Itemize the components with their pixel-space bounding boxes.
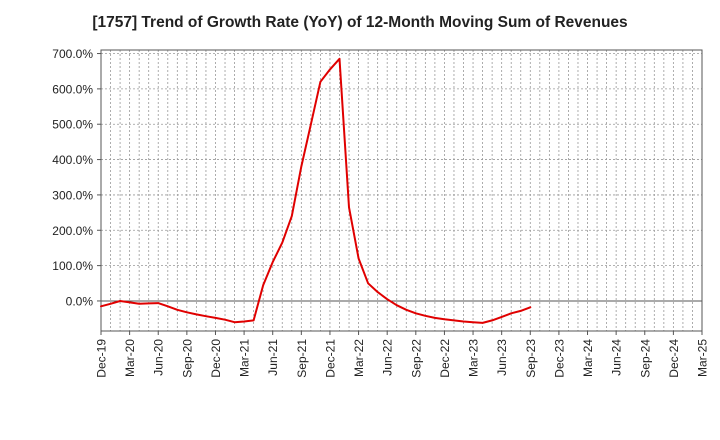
axes: 0.0% 100.0% 200.0% 300.0% 400.0% 500.0% 600.0%… bbox=[52, 47, 709, 378]
x-tick-label: Dec-21 bbox=[323, 339, 337, 378]
x-tick-label: Jun-20 bbox=[152, 339, 166, 376]
x-tick-label: Sep-22 bbox=[409, 339, 423, 378]
y-tick-label: 500.0% bbox=[52, 118, 93, 132]
x-tick-label: Sep-21 bbox=[295, 339, 309, 378]
x-tick-label: Jun-22 bbox=[381, 339, 395, 376]
y-tick-label: 600.0% bbox=[52, 82, 93, 96]
x-tick-label: Mar-20 bbox=[123, 339, 137, 377]
y-tick-label: 400.0% bbox=[52, 153, 93, 167]
x-tick-label: Dec-23 bbox=[552, 339, 566, 378]
x-tick-label: Mar-23 bbox=[467, 339, 481, 377]
x-tick-label: Sep-24 bbox=[638, 339, 652, 378]
x-tick-label: Jun-23 bbox=[495, 339, 509, 376]
x-tick-label: Mar-24 bbox=[581, 339, 595, 377]
y-tick-label: 0.0% bbox=[66, 294, 94, 308]
y-tick-label: 700.0% bbox=[52, 47, 93, 61]
chart-title: [1757] Trend of Growth Rate (YoY) of 12-… bbox=[92, 14, 628, 31]
x-tick-label: Dec-20 bbox=[209, 339, 223, 378]
y-tick-label: 200.0% bbox=[52, 224, 93, 238]
x-tick-label: Sep-20 bbox=[180, 339, 194, 378]
plot-frame bbox=[100, 49, 703, 332]
series-line bbox=[100, 57, 532, 324]
x-tick-label: Jun-21 bbox=[266, 339, 280, 376]
x-tick-label: Dec-22 bbox=[438, 339, 452, 378]
grid-lines bbox=[101, 50, 702, 331]
y-tick-label: 300.0% bbox=[52, 188, 93, 202]
x-tick-label: Dec-24 bbox=[667, 339, 681, 378]
y-tick-label: 100.0% bbox=[52, 259, 93, 273]
x-tick-label: Mar-25 bbox=[696, 339, 710, 377]
x-tick-label: Dec-19 bbox=[95, 339, 109, 378]
x-tick-label: Mar-22 bbox=[352, 339, 366, 377]
x-tick-label: Sep-23 bbox=[524, 339, 538, 378]
x-tick-label: Mar-21 bbox=[238, 339, 252, 377]
series-layer bbox=[100, 57, 532, 324]
plot-area bbox=[101, 50, 702, 331]
x-tick-label: Jun-24 bbox=[610, 339, 624, 376]
